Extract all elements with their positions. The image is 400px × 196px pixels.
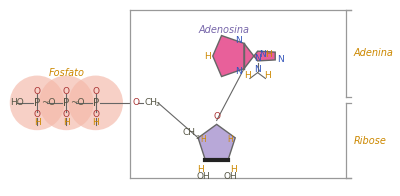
- Text: O: O: [63, 87, 70, 96]
- Polygon shape: [244, 43, 275, 69]
- Text: H: H: [244, 71, 251, 80]
- Text: H: H: [266, 50, 272, 59]
- Text: H: H: [228, 135, 233, 144]
- Text: H: H: [230, 164, 236, 173]
- Circle shape: [68, 75, 123, 130]
- Text: ~O: ~O: [70, 98, 85, 107]
- Text: ~O: ~O: [41, 98, 56, 107]
- Text: P: P: [63, 98, 70, 108]
- Text: N: N: [235, 67, 242, 76]
- Text: Adenina: Adenina: [353, 48, 393, 58]
- Text: H: H: [200, 135, 206, 144]
- Text: O: O: [63, 110, 70, 119]
- Text: CH: CH: [144, 98, 158, 107]
- Text: O: O: [34, 87, 40, 96]
- Text: O: O: [92, 110, 99, 119]
- Text: N: N: [259, 50, 265, 59]
- Circle shape: [10, 75, 64, 130]
- Text: H: H: [63, 118, 70, 127]
- Text: H: H: [92, 118, 99, 127]
- Text: Fosfato: Fosfato: [48, 68, 84, 78]
- Polygon shape: [213, 35, 244, 76]
- Text: H: H: [34, 118, 40, 127]
- Polygon shape: [198, 124, 235, 160]
- Text: H: H: [264, 71, 271, 80]
- Text: N: N: [277, 55, 284, 64]
- Text: 2: 2: [155, 102, 159, 107]
- Text: Adenosina: Adenosina: [199, 25, 250, 35]
- Text: O: O: [133, 98, 140, 107]
- Circle shape: [39, 75, 94, 130]
- Text: N: N: [235, 36, 242, 45]
- Text: Ribose: Ribose: [353, 136, 386, 146]
- Text: O: O: [34, 110, 40, 119]
- Text: P: P: [92, 98, 99, 108]
- Text: 2: 2: [195, 135, 199, 140]
- Text: H: H: [197, 164, 204, 173]
- Text: HO: HO: [10, 98, 24, 107]
- Text: O: O: [92, 87, 99, 96]
- Text: OH: OH: [196, 172, 210, 181]
- Text: O: O: [213, 113, 220, 122]
- Text: H: H: [204, 52, 211, 61]
- Text: P: P: [34, 98, 40, 108]
- Text: OH: OH: [223, 172, 237, 181]
- Text: N: N: [254, 65, 261, 74]
- Text: N: N: [254, 54, 261, 63]
- Text: CH: CH: [182, 128, 195, 137]
